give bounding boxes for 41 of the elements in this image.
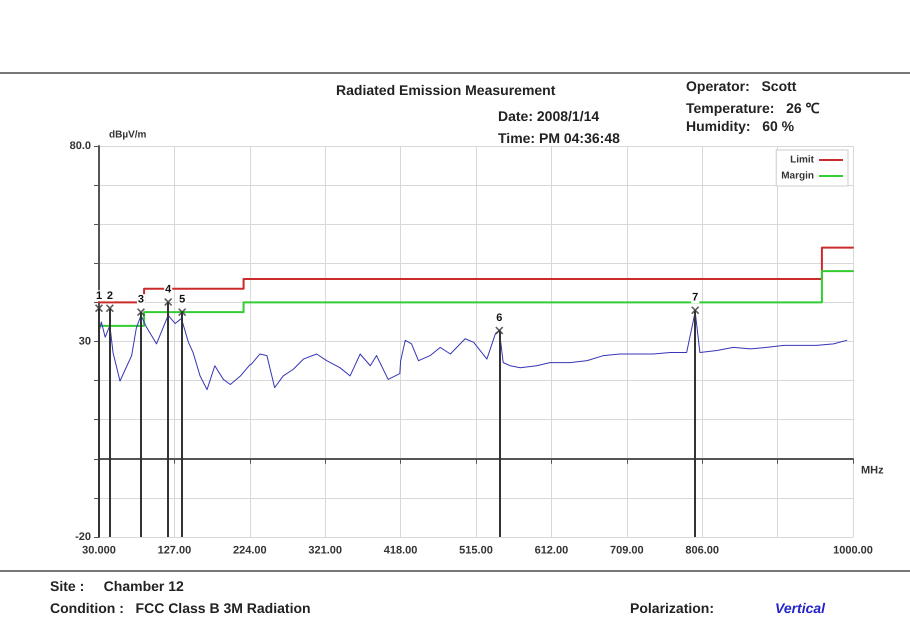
- x-tick-label: 418.00: [384, 544, 418, 556]
- x-tick-label: 224.00: [232, 544, 267, 556]
- annotation: 6: [496, 312, 502, 324]
- text: Operator: Scott: [686, 78, 796, 94]
- text: Vertical: [775, 600, 826, 616]
- point: [691, 306, 700, 314]
- x-tick-label: 30.000: [82, 544, 116, 556]
- y-tick-label: 80.0: [70, 140, 91, 152]
- point: [95, 304, 103, 312]
- point: [178, 308, 186, 316]
- annotation: 4: [165, 284, 172, 296]
- point: [164, 298, 172, 306]
- chart-title: Radiated Emission Measurement: [336, 82, 556, 98]
- x-tick-label: 612.00: [534, 544, 568, 556]
- x-tick-label: 806.00: [685, 544, 720, 556]
- point: [495, 326, 504, 335]
- annotation: 3: [138, 294, 144, 306]
- text: Time: PM 04:36:48: [498, 130, 620, 146]
- legend-label: Limit: [790, 154, 815, 166]
- text: Condition : FCC Class B 3M Radiation: [50, 600, 311, 616]
- y-tick-label: -20: [75, 531, 91, 543]
- point: [106, 304, 114, 312]
- x-tick-label: 127.00: [158, 544, 192, 556]
- point: [136, 308, 145, 316]
- text: Humidity: 60 %: [686, 118, 794, 134]
- y-axis-title: dBµV/m: [109, 130, 147, 140]
- text: Polarization:: [630, 600, 714, 616]
- legend-label: Margin: [781, 170, 814, 182]
- x-tick-label: 1000.00: [833, 544, 873, 556]
- x-tick-label: 321.00: [308, 544, 342, 556]
- x-tick-label: 709.00: [610, 544, 644, 556]
- x-tick-label: 515.00: [459, 544, 493, 556]
- annotation: 2: [106, 290, 113, 302]
- x-axis-title: MHz: [861, 464, 884, 476]
- annotation: 7: [692, 292, 698, 304]
- annotation: 5: [179, 294, 186, 306]
- y-tick-label: 30: [78, 336, 91, 348]
- text: Temperature: 26 ℃: [686, 99, 820, 117]
- annotation: 1: [96, 290, 102, 302]
- text: Date: 2008/1/14: [498, 108, 600, 124]
- text: Site : Chamber 12: [50, 578, 184, 594]
